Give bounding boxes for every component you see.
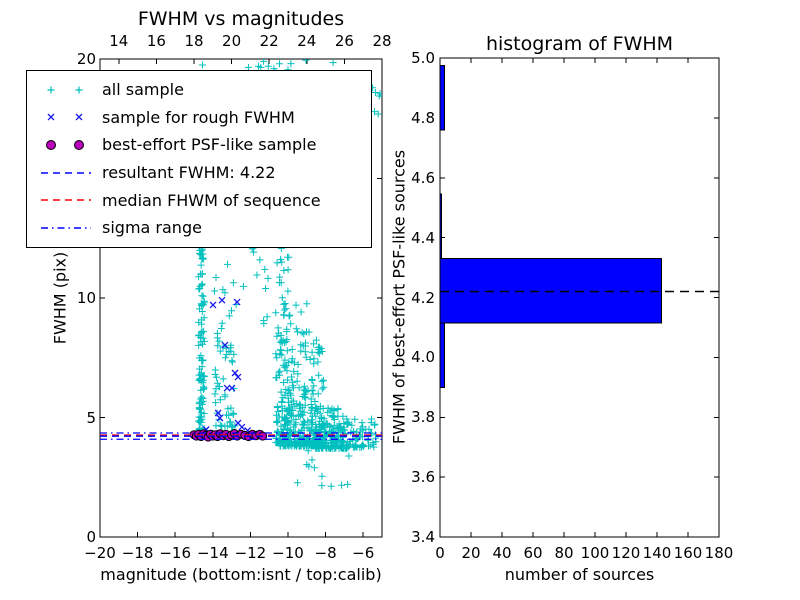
left-top-xtick-label: 18 — [184, 32, 204, 50]
right-ytick-label: 4.2 — [411, 288, 435, 307]
legend-entry: resultant FWHM: 4.22 — [35, 159, 363, 187]
left-xtick-label: −18 — [121, 544, 154, 562]
legend-entry: sigma range — [35, 214, 363, 242]
left-top-xtick-label: 26 — [334, 32, 354, 50]
right-plot-title: histogram of FWHM — [485, 33, 674, 55]
left-ytick-label: 0 — [86, 528, 96, 546]
legend-label: median FHWM of sequence — [102, 190, 321, 210]
right-xtick-label: 80 — [554, 544, 574, 562]
x-legend-marker-icon — [47, 113, 83, 121]
rough-sample-scatter — [202, 296, 258, 439]
left-ytick-label: 5 — [86, 408, 96, 427]
left-top-xtick-label: 14 — [109, 32, 129, 50]
right-ytick-label: 3.8 — [411, 408, 435, 427]
right-xtick-label: 120 — [611, 544, 641, 562]
right-xtick-label: 140 — [642, 544, 672, 562]
left-xtick-label: −10 — [272, 544, 304, 562]
left-xtick-label: −14 — [196, 544, 229, 562]
legend-label: best-effort PSF-like sample — [102, 135, 317, 155]
right-ytick-label: 4.6 — [411, 168, 435, 187]
left-top-xtick-label: 20 — [222, 32, 242, 50]
left-top-xtick-label: 24 — [297, 32, 317, 50]
dashed-legend-marker-icon — [41, 171, 91, 174]
right-xtick-label: 60 — [523, 544, 543, 562]
hist-bar — [439, 193, 443, 260]
left-xtick-label: −6 — [352, 544, 375, 562]
hist-bar — [439, 65, 446, 131]
dashdot-legend-marker-icon — [41, 226, 91, 229]
right-ytick-label: 4.8 — [411, 108, 435, 127]
hist-bar — [439, 322, 446, 388]
legend-entry: sample for rough FWHM — [35, 104, 363, 132]
plus-legend-marker-icon — [47, 86, 83, 94]
right-xtick-label: 160 — [673, 544, 703, 562]
right-ytick-label: 4.0 — [411, 348, 435, 367]
left-ytick-label: 10 — [76, 289, 96, 307]
right-xtick-label: 20 — [461, 544, 481, 562]
legend-label: all sample — [102, 80, 184, 100]
legend-label: resultant FWHM: 4.22 — [102, 163, 276, 183]
left-ytick-label: 20 — [76, 50, 96, 68]
left-top-xtick-label: 22 — [259, 32, 279, 50]
right-xtick-label: 100 — [580, 544, 610, 562]
left-xtick-label: −16 — [159, 544, 192, 562]
legend-entry: median FHWM of sequence — [35, 186, 363, 214]
right-xtick-label: 180 — [704, 544, 734, 562]
circle-legend-marker-icon — [46, 139, 84, 150]
legend-label: sample for rough FWHM — [102, 107, 295, 127]
right-plot-xlabel: number of sources — [504, 565, 655, 584]
legend-entry: all sample — [35, 76, 363, 104]
legend: all sample sample for rough FWHM best-effo… — [26, 70, 372, 248]
left-xtick-label: −12 — [234, 544, 267, 562]
legend-label: sigma range — [102, 218, 202, 238]
left-xtick-label: −20 — [84, 544, 116, 562]
left-plot-xlabel: magnitude (bottom:isnt / top:calib) — [100, 565, 382, 584]
right-ytick-label: 3.6 — [411, 468, 435, 487]
left-top-xtick-label: 28 — [372, 32, 392, 50]
left-plot-title: FWHM vs magnitudes — [137, 8, 345, 30]
right-xtick-label: 40 — [492, 544, 512, 562]
right-xtick-label: 0 — [435, 544, 445, 562]
dashed-legend-marker-icon — [41, 199, 91, 201]
right-ytick-label: 4.4 — [411, 228, 435, 247]
legend-entry: best-effort PSF-like sample — [35, 131, 363, 159]
left-xtick-label: −8 — [314, 544, 337, 562]
right-ytick-label: 3.4 — [411, 528, 435, 546]
right-ytick-label: 5.0 — [411, 49, 435, 67]
left-top-xtick-label: 16 — [146, 32, 166, 50]
